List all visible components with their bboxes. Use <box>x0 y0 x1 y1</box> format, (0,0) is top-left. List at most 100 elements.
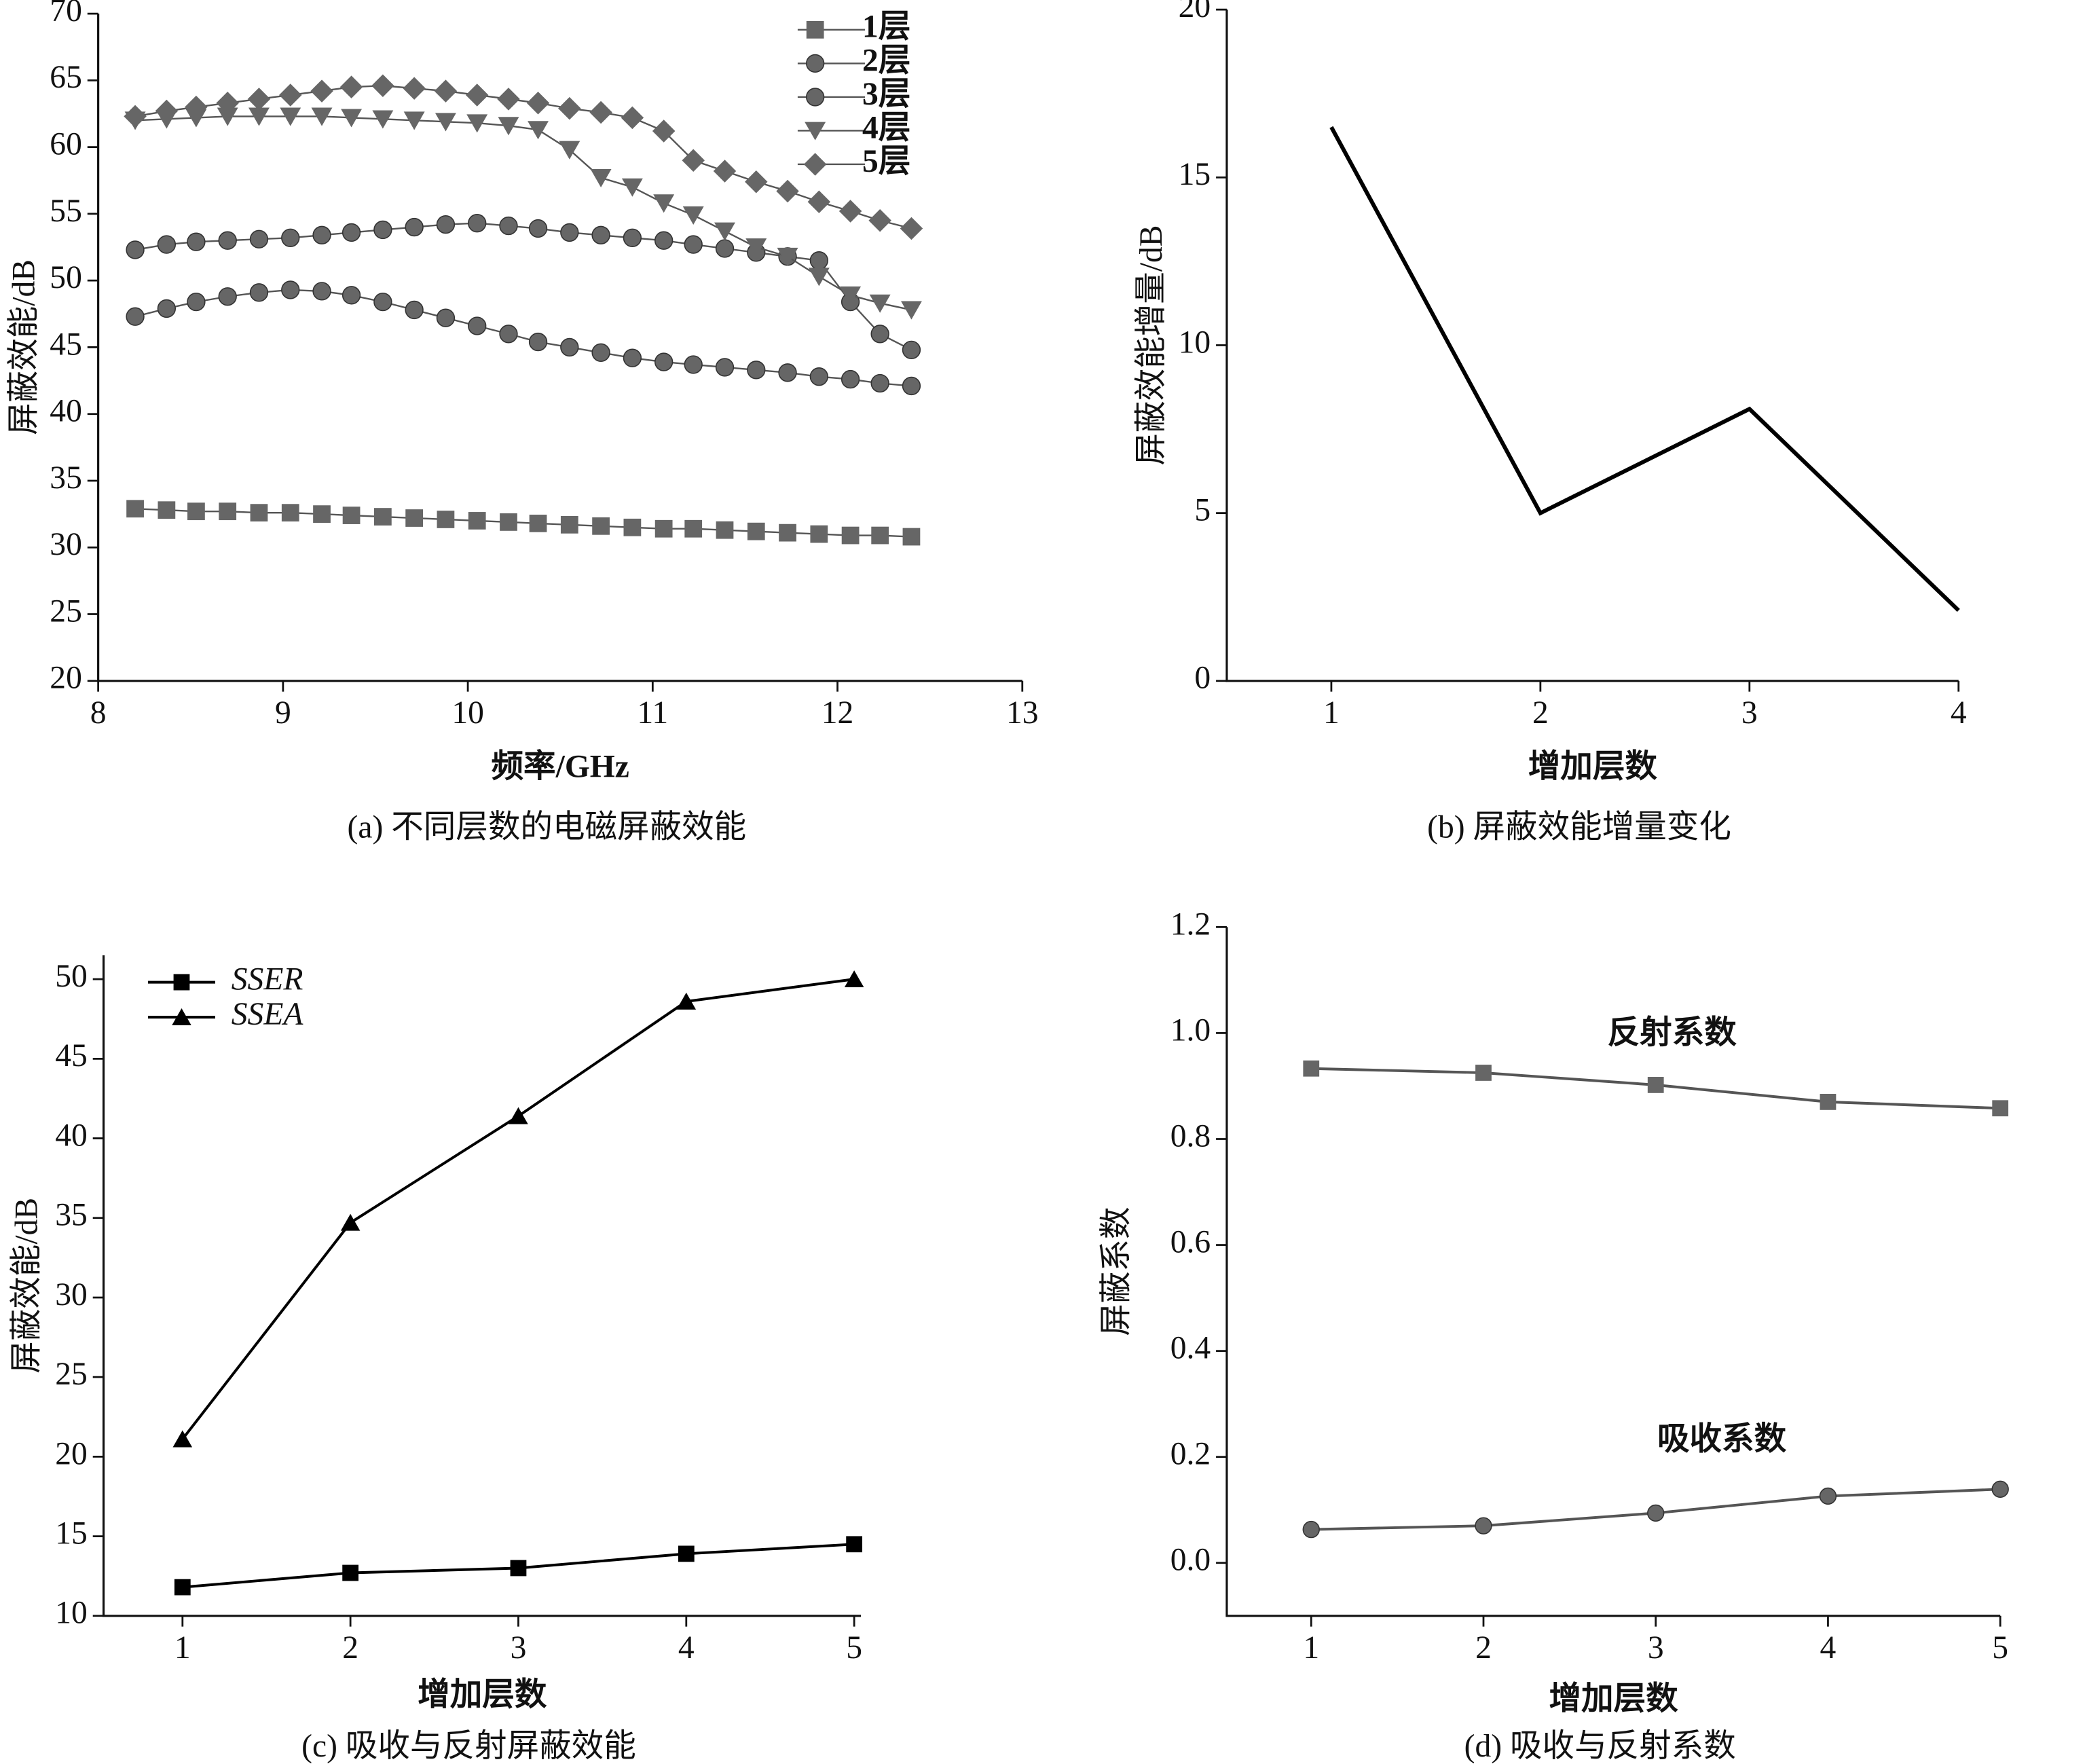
marker <box>1475 1065 1492 1081</box>
axes <box>1225 10 1959 682</box>
marker <box>809 251 828 270</box>
marker <box>1991 1480 2009 1498</box>
marker <box>654 519 673 538</box>
marker <box>465 84 489 107</box>
marker <box>249 283 269 302</box>
marker <box>808 268 830 287</box>
marker <box>682 149 705 172</box>
x-tick-label: 4 <box>1951 695 1967 731</box>
marker <box>373 292 392 312</box>
marker <box>529 514 547 532</box>
marker <box>510 1560 527 1577</box>
marker <box>437 511 455 528</box>
x-tick-label: 12 <box>822 695 854 731</box>
y-axis-label: 屏蔽效能增量/dB <box>1134 225 1169 465</box>
marker <box>745 238 767 257</box>
x-tick-label: 4 <box>1820 1630 1837 1666</box>
marker <box>217 107 238 126</box>
axes <box>1225 927 2001 1617</box>
marker <box>174 1579 191 1596</box>
marker <box>807 190 831 213</box>
marker <box>902 340 921 360</box>
marker <box>466 114 488 133</box>
marker <box>281 228 300 247</box>
marker <box>1819 1487 1837 1505</box>
marker <box>779 523 796 542</box>
y-tick-label: 25 <box>50 593 82 629</box>
marker <box>558 96 581 120</box>
y-tick-label: 1.0 <box>1170 1012 1211 1048</box>
y-tick-label: 0 <box>1194 661 1211 696</box>
marker <box>468 512 486 530</box>
marker <box>900 217 923 240</box>
marker <box>342 507 361 524</box>
marker <box>592 517 610 535</box>
marker <box>436 308 456 327</box>
marker <box>280 107 301 126</box>
marker <box>589 100 612 124</box>
marker <box>187 232 206 251</box>
marker <box>776 179 799 203</box>
marker <box>126 500 144 518</box>
marker <box>247 88 271 111</box>
marker <box>902 376 921 396</box>
marker <box>279 84 302 107</box>
marker <box>281 280 300 299</box>
y-tick-label: 10 <box>55 1596 88 1631</box>
marker <box>902 528 921 546</box>
marker <box>778 363 797 382</box>
marker <box>435 113 456 132</box>
marker <box>841 526 860 545</box>
x-tick-label: 9 <box>275 695 291 731</box>
marker <box>623 228 642 247</box>
marker <box>869 294 891 313</box>
x-tick-label: 13 <box>1006 695 1039 731</box>
marker <box>497 88 520 111</box>
marker <box>250 504 268 522</box>
marker <box>313 505 331 523</box>
marker <box>339 75 363 98</box>
x-tick-label: 2 <box>1532 695 1549 731</box>
marker <box>371 74 394 97</box>
marker <box>654 231 674 250</box>
x-tick-label: 3 <box>511 1630 527 1666</box>
y-tick-label: 20 <box>55 1436 88 1471</box>
marker <box>623 348 642 367</box>
marker <box>342 1564 359 1581</box>
marker <box>747 361 766 380</box>
caption: (c) 吸收与反射屏蔽效能 <box>301 1729 636 1764</box>
marker <box>684 519 703 538</box>
caption: (d) 吸收与反射系数 <box>1464 1729 1736 1764</box>
legend-label: 1层 <box>862 10 910 45</box>
marker <box>403 77 426 100</box>
legend-label: 4层 <box>862 110 910 145</box>
marker <box>560 337 579 357</box>
x-tick-label: 5 <box>846 1630 862 1666</box>
marker <box>809 367 828 386</box>
marker <box>341 109 363 128</box>
x-tick-label: 1 <box>174 1630 191 1666</box>
y-tick-label: 15 <box>55 1515 88 1551</box>
marker <box>803 153 827 176</box>
marker <box>500 513 517 531</box>
marker <box>714 222 735 241</box>
marker <box>434 79 458 103</box>
marker <box>684 355 703 374</box>
y-tick-label: 5 <box>1194 493 1211 528</box>
marker <box>468 316 487 335</box>
legend-label: 3层 <box>862 77 910 112</box>
marker <box>312 225 331 245</box>
marker <box>373 220 392 240</box>
y-tick-label: 1.2 <box>1170 906 1211 942</box>
marker <box>312 282 331 301</box>
marker <box>1475 1517 1492 1535</box>
x-axis-label: 增加层数 <box>1528 748 1658 784</box>
marker <box>403 111 425 130</box>
marker <box>868 208 891 232</box>
marker <box>498 117 519 136</box>
series-label: 吸收系数 <box>1657 1421 1787 1457</box>
marker <box>713 160 737 183</box>
marker <box>126 240 145 259</box>
marker <box>172 1430 193 1448</box>
